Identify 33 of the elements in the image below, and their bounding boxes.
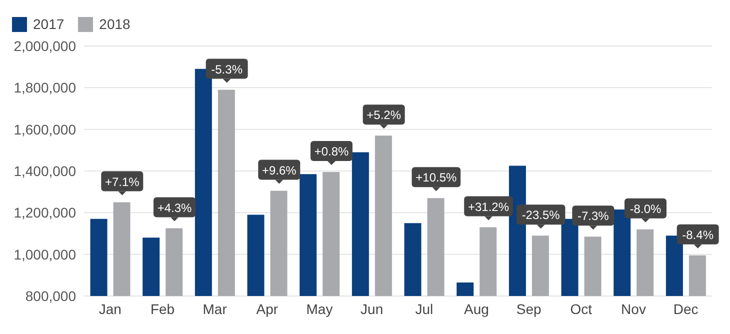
x-tick-label: Aug xyxy=(464,300,489,317)
annotation: +0.8% xyxy=(314,144,350,159)
y-tick-label: 1,600,000 xyxy=(14,121,76,138)
x-tick-label: Oct xyxy=(570,300,592,317)
x-tick-label: May xyxy=(306,300,333,317)
x-tick-label: Nov xyxy=(621,300,646,317)
x-tick-label: Feb xyxy=(150,300,175,317)
annotation: +5.2% xyxy=(366,108,402,122)
x-tick-label: Mar xyxy=(202,300,228,317)
legend-label: 2018 xyxy=(98,16,130,32)
annotation: -8.0% xyxy=(630,202,662,216)
x-tick-label: Dec xyxy=(673,300,698,317)
x-tick-label: Jul xyxy=(415,300,434,317)
annotation: +4.3% xyxy=(157,200,192,215)
y-tick-label: 1,800,000 xyxy=(14,80,76,96)
x-tick-label: Jan xyxy=(98,300,122,317)
x-tick-label: Sep xyxy=(516,300,542,317)
annotation: -8.4% xyxy=(682,228,714,242)
annotation: +9.6% xyxy=(262,163,297,178)
x-tick-label: Apr xyxy=(256,300,278,317)
annotation: -7.3% xyxy=(577,209,610,224)
y-tick-label: 1,000,000 xyxy=(14,246,76,262)
annotation: +7.1% xyxy=(104,174,140,189)
x-tick-label: Jun xyxy=(360,300,384,317)
y-tick-label: 1,400,000 xyxy=(14,162,76,179)
y-tick-label: 800,000 xyxy=(25,288,76,304)
annotation: +31.2% xyxy=(468,200,510,214)
annotation: -5.3% xyxy=(211,62,243,76)
y-tick-label: 1,200,000 xyxy=(14,204,76,221)
legend-label: 2017 xyxy=(32,16,64,32)
y-tick-label: 2,000,000 xyxy=(14,38,76,54)
annotation: -23.5% xyxy=(522,208,560,222)
annotation: +10.5% xyxy=(416,170,458,185)
